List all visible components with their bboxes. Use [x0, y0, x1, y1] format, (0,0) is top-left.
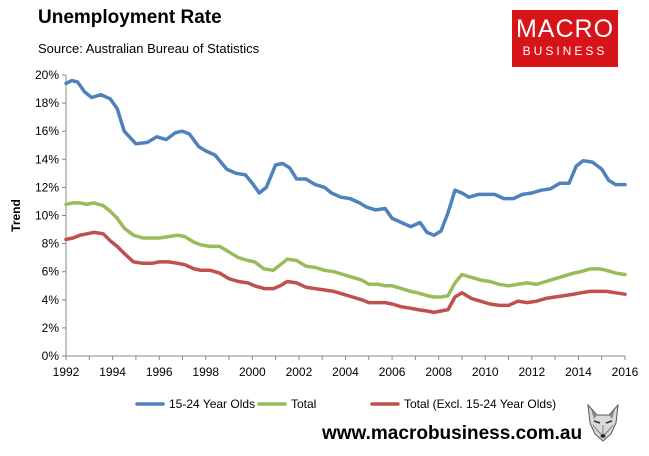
chart-title: Unemployment Rate	[38, 7, 222, 28]
series-line-total-excl-15-24-year-olds	[64, 230, 627, 315]
y-tick-label: 14%	[35, 152, 59, 166]
y-tick-label: 6%	[42, 265, 60, 279]
series-line-total	[64, 201, 627, 299]
x-tick-label: 1996	[146, 365, 173, 379]
website-url: www.macrobusiness.com.au	[322, 423, 583, 444]
y-tick-label: 18%	[35, 96, 59, 110]
y-axis-title: Trend	[9, 199, 23, 232]
x-tick-label: 2006	[379, 365, 406, 379]
chart-source: Source: Australian Bureau of Statistics	[38, 41, 260, 56]
wolf-mascot-icon	[587, 403, 619, 442]
x-tick-label: 2010	[472, 365, 499, 379]
x-tick-label: 2014	[565, 365, 592, 379]
x-tick-label: 1994	[99, 365, 126, 379]
x-tick-label: 2000	[239, 365, 266, 379]
x-tick-label: 2008	[425, 365, 452, 379]
x-tick-label: 1992	[53, 365, 80, 379]
y-tick-label: 12%	[35, 180, 59, 194]
x-tick-label: 2004	[332, 365, 359, 379]
y-tick-label: 8%	[42, 237, 60, 251]
series-line-15-24-year-olds	[64, 78, 627, 237]
legend-label-total: Total	[291, 397, 316, 411]
logo-line-macro: MACRO	[515, 15, 615, 43]
y-tick-label: 10%	[35, 209, 59, 223]
x-tick-label: 2002	[286, 365, 313, 379]
x-tick-label: 2012	[518, 365, 545, 379]
y-tick-label: 20%	[35, 68, 59, 82]
x-tick-label: 1998	[192, 365, 219, 379]
legend-label-15-24-year-olds: 15-24 Year Olds	[169, 397, 255, 411]
y-tick-label: 4%	[42, 293, 60, 307]
y-tick-label: 2%	[42, 321, 60, 335]
legend-label-total-excl-15-24-year-olds: Total (Excl. 15-24 Year Olds)	[404, 397, 556, 411]
logo-line-business: BUSINESS	[522, 44, 608, 58]
x-tick-label: 2016	[612, 365, 639, 379]
y-tick-label: 0%	[42, 349, 60, 363]
macro-business-logo: MACRO BUSINESS	[512, 10, 618, 67]
y-tick-label: 16%	[35, 124, 59, 138]
